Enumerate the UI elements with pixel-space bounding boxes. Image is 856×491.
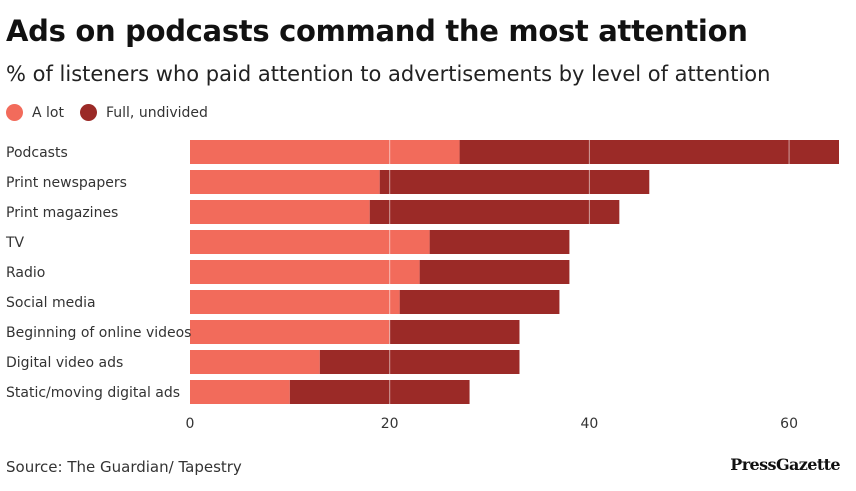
bar-a-lot-5 bbox=[190, 290, 400, 314]
bar-full-undivided-5 bbox=[399, 290, 560, 314]
category-label: Social media bbox=[6, 295, 96, 311]
source-note: Source: The Guardian/ Tapestry bbox=[6, 458, 242, 476]
bar-full-undivided-4 bbox=[419, 260, 570, 284]
category-label: Beginning of online videos bbox=[6, 325, 191, 341]
bar-a-lot-6 bbox=[190, 320, 390, 344]
bar-a-lot-4 bbox=[190, 260, 420, 284]
legend: A lot Full, undivided bbox=[6, 104, 224, 121]
bar-a-lot-3 bbox=[190, 230, 430, 254]
category-label: Print magazines bbox=[6, 205, 118, 221]
bar-full-undivided-6 bbox=[389, 320, 520, 344]
bar-full-undivided-3 bbox=[429, 230, 570, 254]
bar-full-undivided-0 bbox=[459, 140, 839, 164]
legend-swatch-full-undivided bbox=[79, 104, 97, 121]
category-label: Radio bbox=[6, 265, 45, 281]
category-label: Print newspapers bbox=[6, 175, 127, 191]
category-label: Static/moving digital ads bbox=[6, 385, 180, 401]
legend-item-full-undivided: Full, undivided bbox=[79, 104, 208, 121]
legend-swatch-a-lot bbox=[6, 104, 23, 121]
bar-a-lot-8 bbox=[190, 380, 290, 404]
bar-full-undivided-2 bbox=[369, 200, 620, 224]
x-tick-label: 0 bbox=[186, 416, 195, 432]
x-tick-label: 20 bbox=[381, 416, 399, 432]
brand-logo: PressGazette bbox=[730, 455, 840, 474]
category-label: TV bbox=[5, 235, 25, 251]
legend-label-full-undivided: Full, undivided bbox=[105, 104, 208, 121]
bar-a-lot-7 bbox=[190, 350, 320, 374]
chart-title: Ads on podcasts command the most attenti… bbox=[6, 14, 748, 48]
category-label: Digital video ads bbox=[6, 355, 123, 371]
x-tick-label: 40 bbox=[580, 416, 598, 432]
bar-full-undivided-8 bbox=[289, 380, 470, 404]
legend-label-a-lot: A lot bbox=[32, 104, 64, 121]
x-tick-label: 60 bbox=[780, 416, 798, 432]
bar-a-lot-0 bbox=[190, 140, 460, 164]
category-label: Podcasts bbox=[6, 145, 68, 161]
bar-full-undivided-7 bbox=[319, 350, 520, 374]
chart-subtitle: % of listeners who paid attention to adv… bbox=[6, 62, 771, 86]
legend-item-a-lot: A lot bbox=[6, 104, 64, 121]
bar-full-undivided-1 bbox=[379, 170, 650, 194]
bar-a-lot-2 bbox=[190, 200, 370, 224]
bar-a-lot-1 bbox=[190, 170, 380, 194]
